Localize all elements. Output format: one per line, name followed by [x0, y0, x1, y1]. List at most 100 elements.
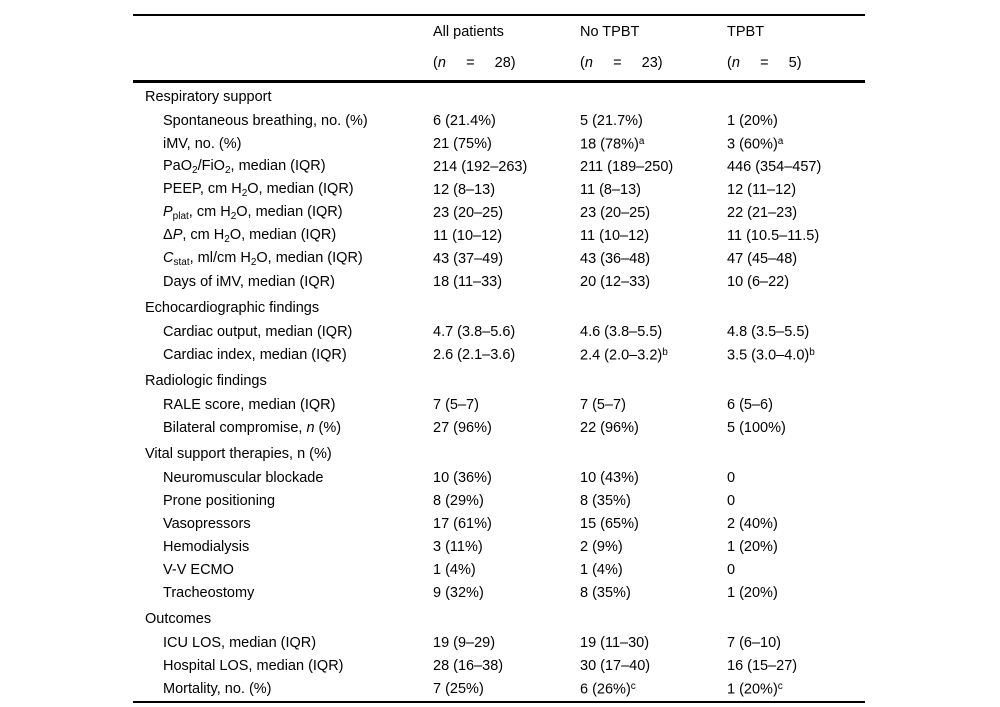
cell-value: 1 (20%) [727, 582, 865, 605]
cell-value: 28 (16–38) [433, 655, 580, 678]
row-label: iMV, no. (%) [133, 133, 433, 156]
text-segment: 3.5 (3.0–4.0) [727, 347, 810, 364]
section-header-row: Outcomes [133, 605, 865, 632]
row-label: PaO2/FiO2, median (IQR) [133, 156, 433, 179]
column-sample-size: (n = 5) [727, 39, 865, 80]
superscript-footnote-marker: b [662, 347, 668, 358]
text-segment: 11 (10–12) [580, 228, 650, 245]
text-segment: 28 (16–38) [433, 658, 504, 675]
text-segment: 43 (36–48) [580, 251, 651, 268]
text-segment: 1 (20%) [727, 681, 778, 698]
text-segment: Mortality, no. (%) [163, 681, 272, 698]
row-label: Hospital LOS, median (IQR) [133, 655, 433, 678]
text-segment: 6 (26%) [580, 681, 631, 698]
text-segment: V-V ECMO [163, 562, 234, 579]
superscript-footnote-marker: b [809, 347, 815, 358]
cell-value: 1 (4%) [580, 559, 727, 582]
table-row: PEEP, cm H2O, median (IQR) 12 (8–13) 11 (8… [133, 179, 865, 202]
table-row: Days of iMV, median (IQR) 18 (11–33) 20 (1… [133, 271, 865, 294]
row-label: Cardiac index, median (IQR) [133, 344, 433, 367]
subscript-text: 2 [241, 188, 248, 199]
cell-value: 11 (10.5–11.5) [727, 225, 865, 248]
text-segment: , median (IQR) [230, 158, 326, 174]
table-row: Hospital LOS, median (IQR) 28 (16–38) 30 (… [133, 655, 865, 678]
group-column-header: No TPBT (n = 23) [580, 15, 727, 83]
cell-value: 4.7 (3.8–5.6) [433, 321, 580, 344]
cell-value: 2.4 (2.0–3.2)b [580, 344, 727, 367]
text-segment: = 5) [739, 55, 802, 71]
cell-value: 20 (12–33) [580, 271, 727, 294]
text-segment: 19 (9–29) [433, 635, 496, 652]
row-label: Prone positioning [133, 490, 433, 513]
cell-value: 0 [727, 559, 865, 582]
cell-value: 18 (78%)a [580, 133, 727, 156]
superscript-footnote-marker: c [777, 681, 783, 692]
text-segment: Cardiac output, median (IQR) [163, 324, 353, 341]
text-segment: 1 (20%) [727, 113, 778, 130]
cell-value: 5 (21.7%) [580, 110, 727, 133]
text-segment: Prone positioning [163, 493, 276, 510]
text-segment: 6 (5–6) [727, 397, 773, 414]
cell-value: 11 (8–13) [580, 179, 727, 202]
subscript-text: stat [173, 257, 190, 268]
text-segment: 16 (15–27) [727, 658, 798, 675]
cell-value: 18 (11–33) [433, 271, 580, 294]
text-segment: P [172, 227, 183, 243]
text-segment: 2.6 (2.1–3.6) [433, 347, 516, 364]
text-segment: 12 (8–13) [433, 182, 496, 199]
row-label: RALE score, median (IQR) [133, 394, 433, 417]
table-row: Tracheostomy 9 (32%) 8 (35%) 1 (20%) [133, 582, 865, 605]
table-row: Spontaneous breathing, no. (%) 6 (21.4%) 5… [133, 110, 865, 133]
row-label: ICU LOS, median (IQR) [133, 632, 433, 655]
row-label: V-V ECMO [133, 559, 433, 582]
text-segment: 18 (78%) [580, 136, 639, 153]
text-segment: 17 (61%) [433, 516, 492, 533]
text-segment: 3 (11%) [433, 539, 483, 556]
row-label: Vasopressors [133, 513, 433, 536]
table-row: Cardiac output, median (IQR) 4.7 (3.8–5.6… [133, 321, 865, 344]
text-segment: Tracheostomy [163, 585, 255, 602]
text-segment: = 28) [445, 55, 516, 71]
text-segment: 22 (96%) [580, 420, 639, 437]
cell-value: 10 (36%) [433, 467, 580, 490]
cell-value: 6 (26%)c [580, 678, 727, 702]
cell-value: 2.6 (2.1–3.6) [433, 344, 580, 367]
row-label: Tracheostomy [133, 582, 433, 605]
subscript-text: 2 [224, 234, 230, 245]
text-segment: n [584, 55, 593, 71]
cell-value: 0 [727, 490, 865, 513]
text-segment: All patients [433, 24, 504, 40]
row-label: Mortality, no. (%) [133, 678, 433, 702]
text-segment: 0 [727, 562, 736, 579]
cell-value: 19 (11–30) [580, 632, 727, 655]
text-segment: 23 (20–25) [433, 205, 504, 222]
group-column-header: All patients (n = 28) [433, 15, 580, 83]
cell-value: 3 (60%)a [727, 133, 865, 156]
text-segment: ICU LOS, median (IQR) [163, 635, 317, 652]
table-header: All patients (n = 28) No TPBT (n = 23) TPBT(… [133, 15, 865, 83]
text-segment: 15 (65%) [580, 516, 639, 533]
row-label: Cardiac output, median (IQR) [133, 321, 433, 344]
text-segment: 7 (5–7) [580, 397, 626, 414]
text-segment: (%) [314, 420, 342, 437]
text-segment: Hemodialysis [163, 539, 250, 556]
text-segment: 10 (36%) [433, 470, 492, 487]
section-header-row: Vital support therapies, n (%) [133, 440, 865, 467]
text-segment: ( [433, 55, 438, 71]
row-label: Cstat, ml/cm H2O, median (IQR) [133, 248, 433, 271]
cell-value: 1 (20%) [727, 110, 865, 133]
subscript-text: 2 [230, 211, 237, 222]
section-title: Respiratory support [133, 82, 865, 111]
cell-value: 7 (6–10) [727, 632, 865, 655]
text-segment: n [306, 420, 315, 437]
text-segment: 1 (4%) [580, 562, 623, 579]
text-segment: iMV, no. (%) [163, 136, 242, 153]
subscript-text: 2 [250, 257, 257, 268]
cell-value: 2 (9%) [580, 536, 727, 559]
subscript-text: 2 [224, 165, 231, 176]
text-segment: 21 (75%) [433, 136, 492, 153]
cell-value: 16 (15–27) [727, 655, 865, 678]
cell-value: 12 (11–12) [727, 179, 865, 202]
text-segment: RALE score, median (IQR) [163, 397, 336, 414]
cell-value: 1 (20%)c [727, 678, 865, 702]
